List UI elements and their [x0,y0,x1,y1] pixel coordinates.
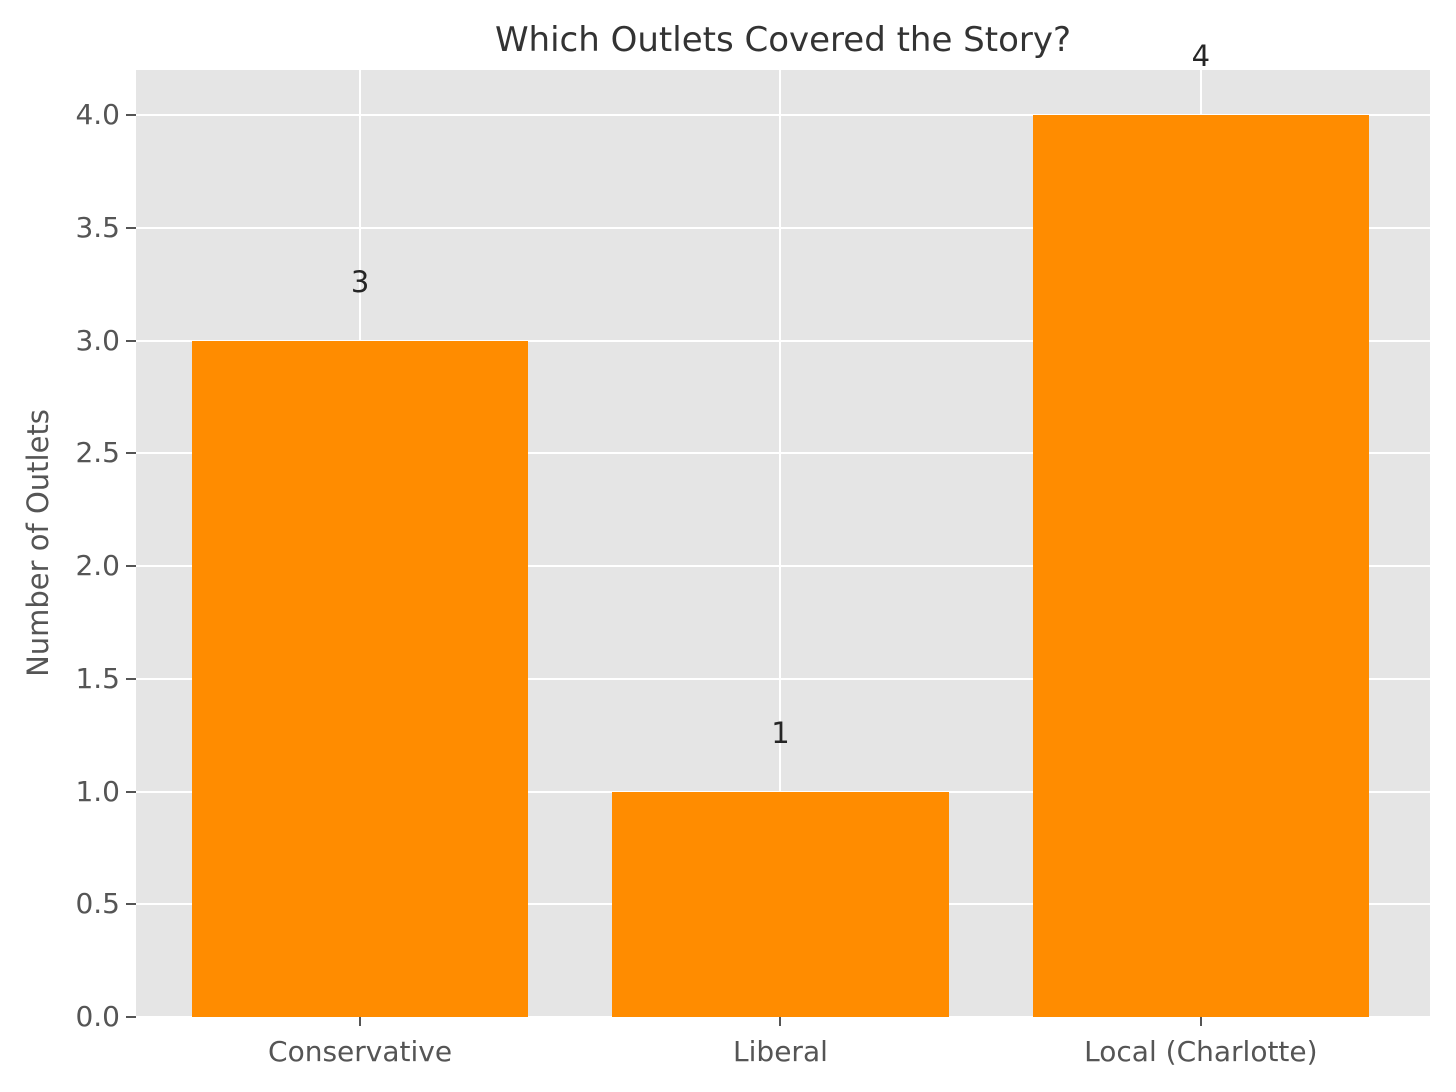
y-gridline [136,114,1430,117]
x-gridline [779,70,782,1017]
y-tickmark [126,790,136,793]
x-tickmark [1199,1017,1202,1026]
bar-liberal [612,791,949,1017]
y-tick-label: 1.5 [75,661,120,695]
chart-title: Which Outlets Covered the Story? [494,20,1072,60]
y-tick-label: 2.0 [75,549,120,583]
y-tickmark [126,677,136,680]
bar-value-label: 1 [771,715,790,750]
y-tick-label: 0.0 [75,1000,120,1033]
y-tick-label: 1.0 [75,774,120,808]
y-gridline [136,339,1430,342]
y-tickmark [126,1016,136,1018]
y-tickmark [126,903,136,906]
x-tick-label: Liberal [733,1035,828,1068]
y-tickmark [126,565,136,568]
bar-local-charlotte [1032,115,1370,1017]
y-gridline [136,677,1430,680]
y-tick-label: 4.0 [75,98,120,132]
x-tickmark [359,1017,362,1026]
y-gridline [136,565,1430,568]
y-tickmark [126,226,136,229]
y-tickmark [126,114,136,117]
bar-value-label: 4 [1191,39,1211,74]
bar-value-label: 3 [350,264,370,299]
x-tickmark [779,1017,782,1026]
x-tick-label: Local (Charlotte) [1084,1035,1318,1068]
y-tick-label: 2.5 [75,436,120,470]
y-gridline [136,452,1430,455]
y-gridline [136,226,1430,229]
y-tick-label: 0.5 [75,887,120,921]
y-gridline [136,1016,1430,1018]
y-tickmark [126,339,136,342]
y-tick-label: 3.0 [75,323,120,357]
x-tick-label: Conservative [268,1035,453,1068]
plot-area [136,70,1430,1018]
bar-conservative [191,340,529,1017]
y-tick-label: 3.5 [75,210,120,244]
y-tickmark [126,452,136,455]
